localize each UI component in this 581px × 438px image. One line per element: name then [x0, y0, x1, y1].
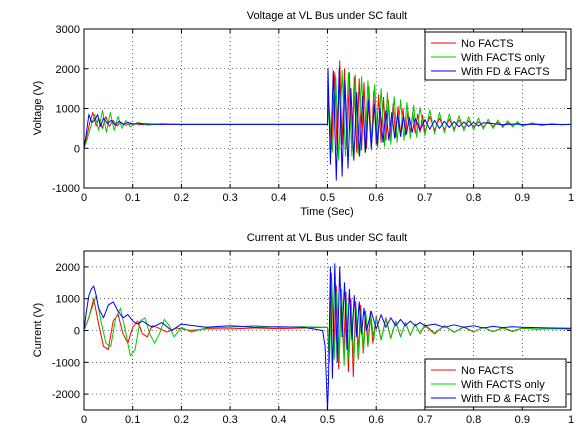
voltage-xtick-label: 0.1: [125, 192, 140, 204]
voltage-xtick-label: 0.7: [417, 192, 432, 204]
current-xtick-label: 0.2: [174, 414, 189, 426]
current-chart-title: Current at VL Bus under SC fault: [247, 232, 407, 244]
voltage-xtick-label: 1: [568, 192, 574, 204]
current-xtick-label: 0.3: [222, 414, 237, 426]
voltage-legend: No FACTS With FACTS only With FD & FACTS: [424, 31, 567, 81]
voltage-ytick-label: 2000: [56, 64, 80, 76]
current-legend: No FACTS With FACTS only With FD & FACTS: [424, 358, 567, 408]
voltage-ytick-label: 0: [74, 143, 80, 155]
voltage-series-group: [83, 60, 572, 181]
current-ytick-label: 1000: [56, 294, 80, 306]
current-xtick-label: 0.1: [125, 414, 140, 426]
current-legend-label-with-fd-facts: With FD & FACTS: [461, 393, 550, 405]
current-xtick-label: 0: [81, 414, 87, 426]
voltage-series-line-2: [83, 68, 572, 181]
voltage-ytick-label: 1000: [56, 104, 80, 116]
voltage-series-line-1: [83, 70, 572, 161]
voltage-grid: [84, 29, 571, 188]
current-legend-box: [424, 358, 567, 408]
current-ytick-label: 0: [74, 326, 80, 338]
current-xtick-label: 0.9: [515, 414, 530, 426]
voltage-legend-box: [424, 31, 567, 81]
current-xtick-label: 0.4: [271, 414, 286, 426]
voltage-yticks: -1000 0 1000 2000 3000: [52, 24, 571, 195]
voltage-series-line-0: [83, 60, 572, 157]
voltage-chart: 0 0.1 0.2 0.3 0.4 0.5 0.6 0.7 0.8 0.9 1 -100001000…: [32, 10, 574, 218]
current-xtick-label: 0.5: [320, 414, 335, 426]
current-series-line-2: [83, 263, 572, 411]
current-xtick-label: 0.7: [417, 414, 432, 426]
current-chart: 0 0.1 0.2 0.3 0.4 0.5 0.6 0.7 0.8 0.9 1 -2000 -1000…: [32, 232, 574, 426]
voltage-x-axis-label: Time (Sec): [300, 206, 353, 218]
voltage-xtick-label: 0.6: [369, 192, 384, 204]
voltage-ytick-label: -1000: [52, 183, 80, 195]
current-xtick-label: 0.6: [369, 414, 384, 426]
voltage-xtick-label: 0.2: [174, 192, 189, 204]
current-yticks: -2000 -1000 0 1000 2000: [52, 262, 571, 401]
voltage-ytick-label: 3000: [56, 24, 80, 36]
current-series-group: [83, 263, 572, 411]
current-xticks: 0 0.1 0.2 0.3 0.4 0.5 0.6 0.7 0.8 0.9 1: [81, 251, 574, 426]
voltage-xtick-label: 0.9: [515, 192, 530, 204]
current-legend-label-no-facts: No FACTS: [461, 365, 514, 377]
current-ytick-label: -2000: [52, 389, 80, 401]
voltage-legend-label-with-fd-facts: With FD & FACTS: [461, 66, 550, 78]
voltage-legend-label-with-facts-only: With FACTS only: [461, 52, 545, 64]
voltage-xtick-label: 0: [81, 192, 87, 204]
voltage-xtick-label: 0.5: [320, 192, 335, 204]
voltage-chart-title: Voltage at VL Bus under SC fault: [247, 10, 407, 22]
voltage-xtick-label: 0.8: [466, 192, 481, 204]
voltage-xtick-label: 0.4: [271, 192, 286, 204]
voltage-xticks: 0 0.1 0.2 0.3 0.4 0.5 0.6 0.7 0.8 0.9 1: [81, 29, 574, 204]
current-xtick-label: 0.8: [466, 414, 481, 426]
voltage-legend-label-no-facts: No FACTS: [461, 38, 514, 50]
voltage-y-axis-label: Voltage (V): [32, 81, 44, 135]
current-ytick-label: 2000: [56, 262, 80, 274]
current-legend-label-with-facts-only: With FACTS only: [461, 379, 545, 391]
current-xtick-label: 1: [568, 414, 574, 426]
current-ytick-label: -1000: [52, 357, 80, 369]
voltage-xtick-label: 0.3: [222, 192, 237, 204]
current-y-axis-label: Current (V): [32, 303, 44, 357]
